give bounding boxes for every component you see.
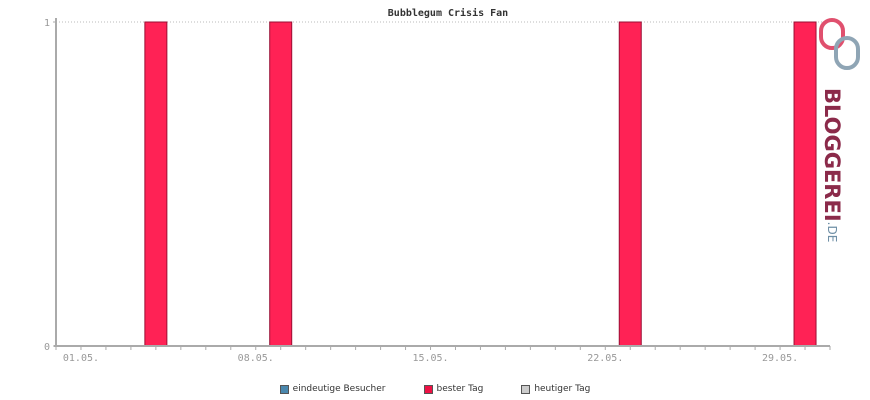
chat-bubble-icon — [819, 18, 860, 70]
bar-besterTag-2 — [618, 21, 642, 347]
legend-label-best-day: bester Tag — [436, 384, 484, 394]
bar-besterTag-0 — [144, 21, 168, 347]
y-tick-labels: 01 — [44, 18, 56, 353]
x-tick-label: 22.05. — [587, 353, 623, 364]
legend-label-today: heutiger Tag — [534, 384, 591, 394]
legend-item-best-day: bester Tag — [423, 384, 484, 394]
legend-label-visitors: eindeutige Besucher — [292, 384, 386, 394]
logo-main-text: BLOGGEREI — [820, 88, 844, 222]
x-tick-labels: 01.05. 08.05. 15.05. 22.05. 29.05. — [63, 353, 798, 364]
x-tick-label: 01.05. — [63, 353, 99, 364]
x-tick-label: 08.05. — [238, 353, 274, 364]
legend-swatch-visitors — [279, 384, 289, 394]
legend: eindeutige Besucher bester Tag heutiger … — [0, 384, 870, 394]
legend-item-today: heutiger Tag — [521, 384, 590, 394]
y-tick-label: 1 — [44, 18, 50, 29]
logo-tld-text: .DE — [825, 221, 839, 243]
bloggerei-logo: BLOGGEREI.DE — [808, 16, 868, 242]
x-tick-label: 15.05. — [412, 353, 448, 364]
y-tick-label: 0 — [44, 342, 50, 353]
logo-wordmark: BLOGGEREI.DE — [820, 88, 844, 242]
x-tick-label: 29.05. — [762, 353, 798, 364]
legend-item-visitors: eindeutige Besucher — [279, 384, 386, 394]
x-minor-ticks — [55, 346, 831, 350]
bars-group — [144, 21, 817, 347]
bar-besterTag-1 — [269, 21, 293, 347]
chart-title: Bubblegum Crisis Fan — [388, 7, 508, 19]
legend-swatch-today — [521, 384, 531, 394]
legend-swatch-best-day — [423, 384, 433, 394]
